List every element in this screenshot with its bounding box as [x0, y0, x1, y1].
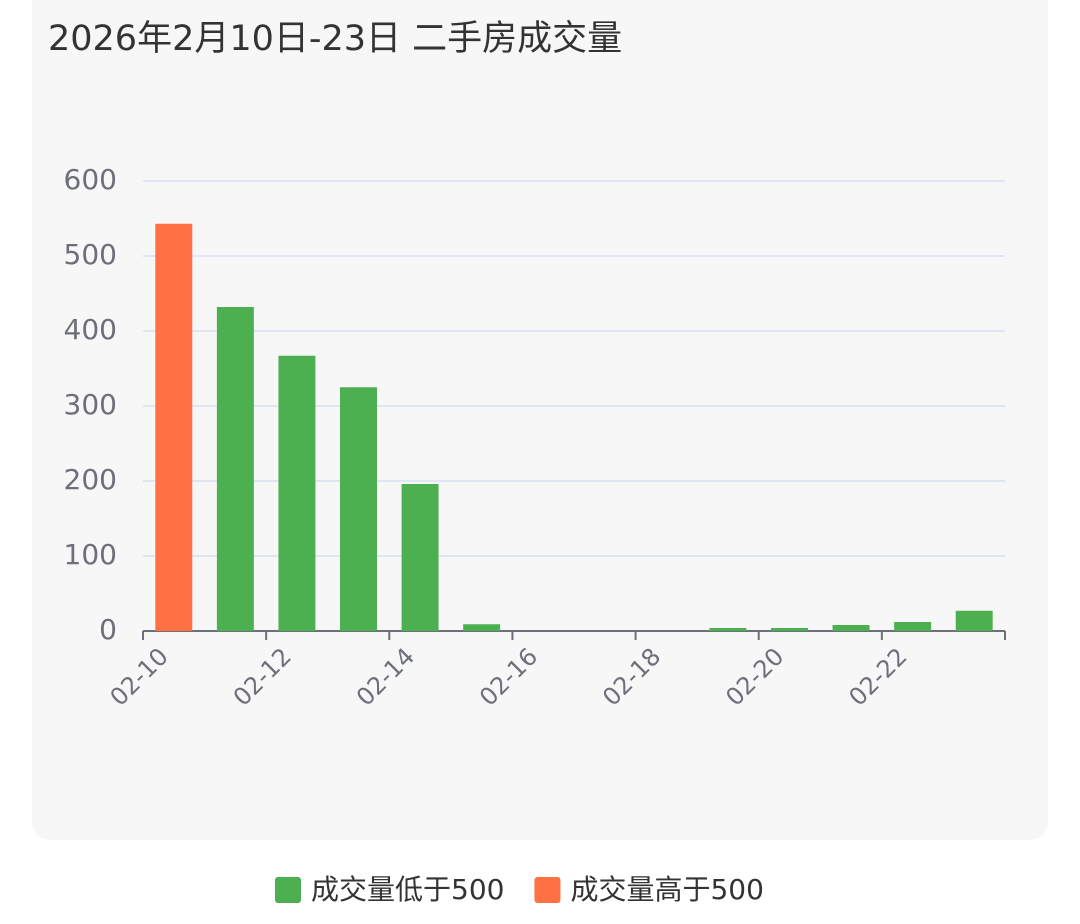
legend-swatch	[534, 877, 561, 903]
bar	[771, 628, 808, 631]
bar	[894, 622, 932, 631]
y-tick-label: 300	[64, 388, 117, 421]
bar	[278, 355, 316, 631]
y-tick-label: 500	[64, 238, 117, 271]
bar	[340, 387, 377, 631]
bar	[463, 624, 501, 631]
y-tick-label: 0	[99, 613, 117, 646]
bar	[955, 610, 993, 631]
legend-swatch	[275, 877, 301, 903]
chart-title: 2026年2月10日-23日 二手房成交量	[48, 19, 622, 59]
bar	[216, 307, 254, 631]
bar	[401, 484, 439, 631]
bar	[832, 625, 870, 631]
legend-label: 成交量高于500	[570, 873, 763, 906]
bar	[709, 628, 747, 631]
y-tick-label: 400	[64, 313, 117, 346]
y-tick-label: 600	[64, 163, 117, 196]
bar	[155, 223, 193, 631]
legend-label: 成交量低于500	[311, 873, 504, 906]
y-tick-label: 200	[64, 463, 117, 496]
y-tick-label: 100	[64, 538, 117, 571]
